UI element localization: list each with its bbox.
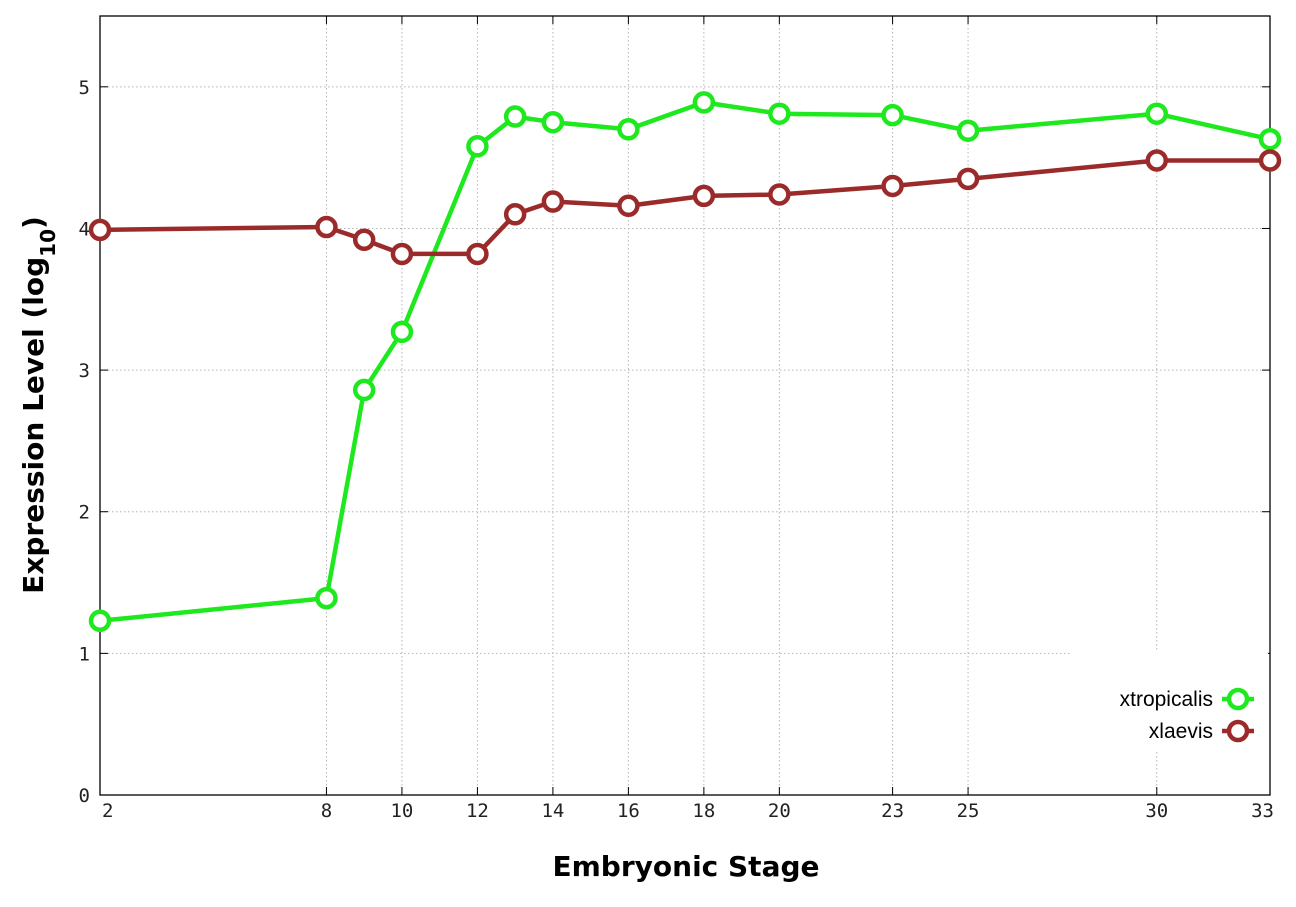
data-point-xtropicalis (315, 586, 338, 610)
y-axis-title-subscript: 10 (36, 229, 60, 257)
y-axis-title-main: Expression Level (log (17, 257, 50, 594)
y-tick-label: 5 (79, 77, 90, 99)
data-point-xtropicalis (956, 119, 980, 142)
x-tick-label: 23 (881, 800, 904, 822)
y-tick-label: 0 (79, 785, 90, 807)
data-point-xlaevis (503, 203, 527, 226)
data-point-xlaevis (352, 228, 376, 252)
x-tick-label: 14 (541, 800, 564, 822)
legend-marker-xtropicalis (1226, 687, 1250, 711)
data-point-xtropicalis (390, 320, 414, 344)
x-tick-label: 8 (321, 800, 332, 822)
data-point-xlaevis (390, 242, 414, 266)
data-point-xtropicalis (352, 378, 376, 402)
x-tick-label: 16 (617, 800, 640, 822)
legend-label-xlaevis: xlaevis (1149, 720, 1213, 743)
legend-marker-xlaevis (1226, 719, 1250, 743)
plot-frame (99, 15, 1271, 796)
series-line-xtropicalis (99, 100, 1271, 624)
x-tick-label: 12 (466, 800, 489, 822)
data-point-xlaevis (768, 183, 791, 206)
data-point-xtropicalis (466, 135, 489, 158)
series-layer (88, 91, 1282, 633)
data-point-xtropicalis (768, 102, 791, 125)
data-point-xtropicalis (88, 609, 112, 633)
y-tick-label: 1 (79, 643, 90, 665)
data-point-xlaevis (692, 184, 716, 208)
data-point-xlaevis (1145, 149, 1169, 172)
legend-label-xtropicalis: xtropicalis (1120, 688, 1213, 711)
data-point-xtropicalis (1145, 102, 1169, 125)
y-tick-label: 3 (79, 360, 90, 382)
x-tick-label: 25 (957, 800, 980, 822)
x-tick-label: 10 (390, 800, 413, 822)
data-point-xlaevis (956, 167, 980, 191)
x-tick-label: 33 (1251, 800, 1274, 822)
y-tick-label: 4 (79, 218, 90, 240)
data-point-xtropicalis (541, 110, 565, 134)
data-point-xlaevis (1258, 149, 1282, 172)
x-tick-label: 30 (1145, 800, 1168, 822)
data-point-xlaevis (617, 194, 640, 218)
data-point-xtropicalis (881, 103, 904, 127)
data-point-xlaevis (541, 190, 565, 213)
x-axis-title: Embryonic Stage (553, 850, 820, 883)
x-tick-label: 2 (102, 800, 113, 822)
legend: xtropicalis xlaevis (1072, 650, 1268, 750)
series-line-xlaevis (99, 158, 1270, 257)
data-point-xtropicalis (617, 118, 640, 141)
data-point-xlaevis (881, 174, 904, 198)
data-point-xtropicalis (692, 91, 716, 114)
y-axis-title: Expression Level (log10) (17, 216, 60, 594)
x-tick-label: 18 (692, 800, 715, 822)
data-point-xlaevis (315, 215, 338, 239)
data-point-xtropicalis (1258, 127, 1282, 151)
x-tick-label: 20 (768, 800, 791, 822)
y-tick-label: 2 (79, 502, 90, 524)
y-axis-title-close: ) (17, 216, 50, 229)
data-point-xlaevis (466, 242, 489, 266)
data-point-xtropicalis (503, 105, 527, 128)
data-point-xlaevis (88, 218, 112, 242)
grid (100, 16, 1270, 795)
